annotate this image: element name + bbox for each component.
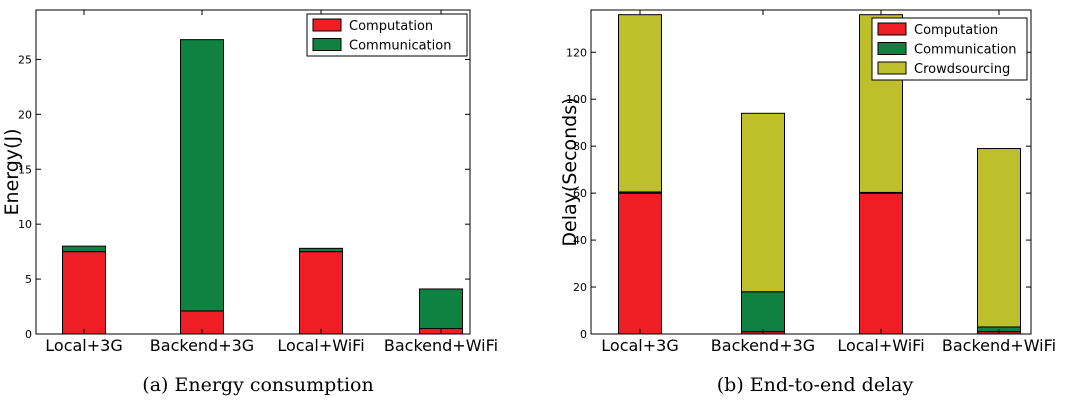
y-tick-label: 20 [18,108,32,121]
bar-local-3g-computation [62,251,106,335]
bar-local-wifi-computation [859,192,903,335]
y-tick-label: 120 [566,46,587,59]
x-tick-label: Local+3G [45,336,122,355]
bar-backend-3g-communication [741,291,785,333]
legend-swatch-crowdsourcing [877,61,907,75]
y-tick-label: 0 [25,328,32,341]
y-tick-label: 25 [18,53,32,66]
x-tick-label: Local+3G [601,336,678,355]
y-tick-label: 80 [573,140,587,153]
legend-label-computation: Computation [914,23,998,38]
legend-swatch-communication [312,38,342,51]
energy-caption: (a) Energy consumption [142,374,374,396]
legend-swatch-computation [312,18,342,32]
y-axis-label: Energy(J) [1,129,23,216]
x-tick-label: Backend+WiFi [384,336,498,355]
legend-swatch-computation [877,22,907,36]
legend: Computation Communication [306,13,468,57]
y-tick-label: 100 [566,93,587,106]
energy-chart: 0 5 10 15 20 25 Local+3G Backend+3G Local+WiFi Ba… [1,9,498,355]
y-tick-label: 60 [573,187,587,200]
x-tick-label: Backend+3G [711,336,815,355]
bar-local-3g-crowdsourcing [618,14,662,193]
bar-local-wifi-communication [299,247,343,253]
y-tick-label: 0 [580,328,587,341]
y-axis-label: Delay(Seconds) [559,97,581,246]
bar-backend-wifi-crowdsourcing [977,148,1021,328]
bar-backend-3g-crowdsourcing [741,112,785,293]
plot-frame [35,9,471,335]
bar-local-3g-computation [618,192,662,335]
x-tick-label: Local+WiFi [277,336,364,355]
legend-label-communication: Communication [914,43,1016,58]
legend-label-communication: Communication [349,39,451,54]
bar-backend-wifi-communication [419,288,463,330]
legend-swatch-communication [877,42,907,55]
x-tick-label: Backend+WiFi [942,336,1056,355]
delay-caption: (b) End-to-end delay [716,374,914,396]
y-tick-label: 5 [25,273,32,286]
bar-backend-3g-communication [180,39,224,312]
delay-chart: 0 20 40 60 80 100 120 Local+3G Backend+3G Local+W… [559,9,1056,355]
bar-local-wifi-computation [299,251,343,335]
y-tick-label: 10 [18,218,32,231]
bar-local-3g-communication [62,245,106,253]
legend-label-crowdsourcing: Crowdsourcing [914,62,1010,77]
x-tick-label: Local+WiFi [837,336,924,355]
x-tick-label: Backend+3G [150,336,254,355]
y-tick-label: 15 [18,163,32,176]
y-tick-label: 40 [573,234,587,247]
plot-frame [590,9,1032,335]
legend: Computation Communication Crowdsourcing [871,17,1028,81]
y-tick-label: 20 [573,281,587,294]
legend-label-computation: Computation [349,19,433,34]
